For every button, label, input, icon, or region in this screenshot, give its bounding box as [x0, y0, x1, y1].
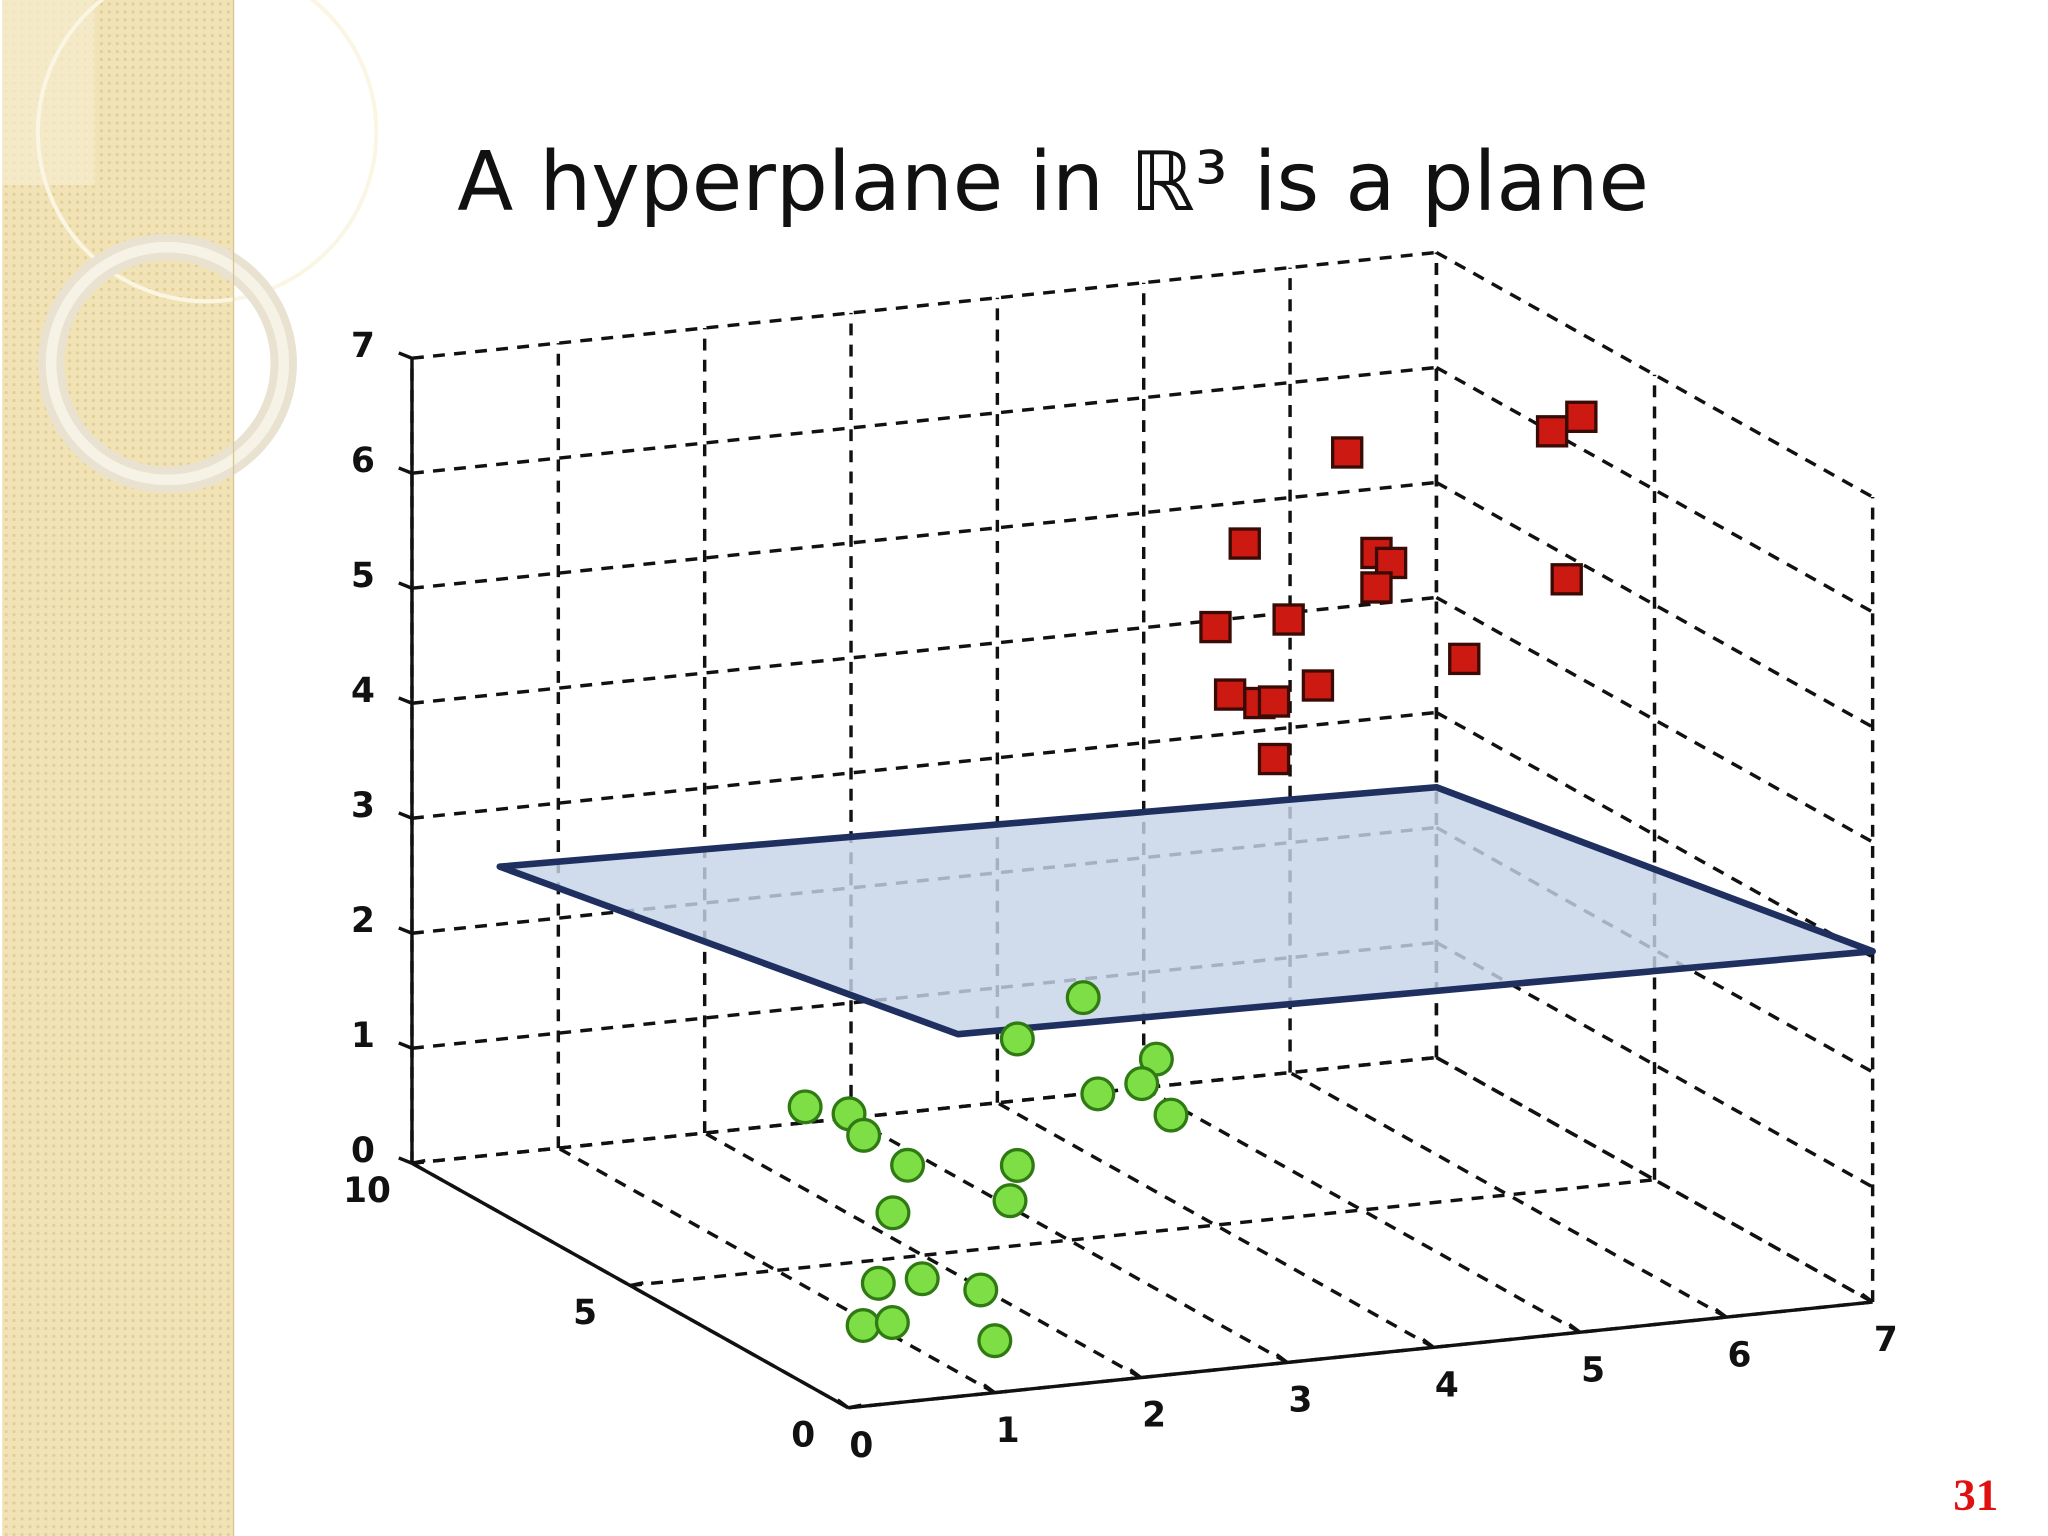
x-tick-label: 1	[996, 1411, 1020, 1451]
data-point	[992, 1183, 1028, 1219]
z-tick-label: 2	[351, 901, 375, 941]
plot-area: 0 1 2 3 4 5 6 7 0 1 2 3 4 5 6 7 0 5 10	[343, 250, 1898, 1466]
data-point	[1301, 669, 1335, 702]
x-tick-label: 5	[1581, 1350, 1605, 1390]
data-point	[1360, 571, 1393, 604]
z-tick-label: 4	[351, 671, 375, 711]
y-tick	[629, 1281, 644, 1288]
z-tick	[398, 1156, 413, 1165]
x-tick-label: 6	[1728, 1335, 1752, 1375]
data-point	[1257, 685, 1291, 718]
z-tick-label: 5	[351, 556, 375, 596]
grid-line	[629, 1178, 1655, 1288]
y-tick-label: 5	[573, 1293, 597, 1333]
y-axis	[411, 1161, 850, 1410]
data-point	[999, 1021, 1035, 1057]
data-point	[1080, 1076, 1116, 1112]
x-tick	[836, 1398, 850, 1410]
grid-line	[411, 365, 1437, 475]
grid-line	[996, 1101, 1435, 1349]
x-tick	[1568, 1322, 1581, 1334]
grid-line	[411, 1055, 1437, 1165]
data-point	[963, 1272, 999, 1308]
grid-line	[1435, 595, 1874, 844]
grid-line	[411, 595, 1437, 705]
x-tick	[1275, 1353, 1289, 1364]
z-tick-label: 3	[351, 786, 375, 826]
data-point	[1535, 415, 1569, 448]
z-tick	[398, 811, 413, 820]
y-tick	[411, 1158, 426, 1165]
z-tick	[398, 351, 413, 360]
data-point	[1124, 1066, 1160, 1102]
data-point	[890, 1147, 926, 1183]
x-tick-label: 2	[1142, 1396, 1166, 1436]
data-point	[1331, 436, 1364, 469]
grid-line	[1289, 1071, 1728, 1319]
z-tick	[398, 581, 413, 590]
z-tick-label: 1	[351, 1016, 375, 1056]
data-point	[1199, 610, 1232, 644]
x-tick	[982, 1383, 996, 1395]
grid-line	[1142, 1086, 1581, 1334]
z-tick	[398, 926, 413, 935]
z-tick	[398, 466, 413, 475]
data-point	[1448, 642, 1481, 676]
y-tick-label: 0	[791, 1415, 815, 1455]
grid-line	[1435, 365, 1874, 614]
x-axis	[848, 1300, 1873, 1410]
data-point	[1257, 742, 1291, 776]
data-point	[904, 1261, 940, 1297]
grid-line	[411, 250, 1437, 360]
x-tick	[1129, 1368, 1142, 1379]
x-tick-label: 0	[849, 1426, 873, 1466]
x-tick	[1714, 1307, 1728, 1319]
data-point	[875, 1195, 911, 1231]
data-point	[999, 1147, 1035, 1183]
chart-title: A hyperplane in ℝ³ is a plane	[457, 135, 1649, 230]
z-tick-label: 6	[351, 441, 375, 481]
grid-line	[411, 480, 1437, 590]
x-tick-label: 7	[1874, 1320, 1898, 1360]
slide-number: 31	[1953, 1469, 1998, 1519]
hyperplane	[496, 783, 1876, 1038]
z-tick	[398, 1041, 413, 1050]
data-point	[860, 1265, 896, 1301]
data-point	[1213, 678, 1247, 711]
data-point	[845, 1308, 881, 1344]
y-tick-label: 10	[343, 1171, 391, 1211]
z-tick	[398, 696, 413, 705]
grid-line	[411, 710, 1437, 820]
data-point	[846, 1117, 882, 1153]
x-tick	[1421, 1338, 1435, 1349]
data-point	[1272, 603, 1305, 636]
z-tick-label: 0	[351, 1131, 375, 1171]
data-point	[1550, 563, 1583, 596]
data-point	[787, 1089, 823, 1125]
x-tick-label: 4	[1435, 1366, 1459, 1406]
side-decoration	[2, 0, 379, 1536]
data-point	[1065, 980, 1101, 1016]
data-point	[874, 1304, 910, 1341]
data-point	[1565, 400, 1598, 433]
y-tick	[847, 1403, 862, 1410]
x-tick	[1861, 1292, 1874, 1304]
data-point	[1153, 1097, 1189, 1133]
data-point	[1228, 527, 1261, 560]
data-point	[977, 1323, 1013, 1359]
z-tick-label: 7	[351, 326, 375, 366]
x-tick-label: 3	[1288, 1381, 1312, 1421]
